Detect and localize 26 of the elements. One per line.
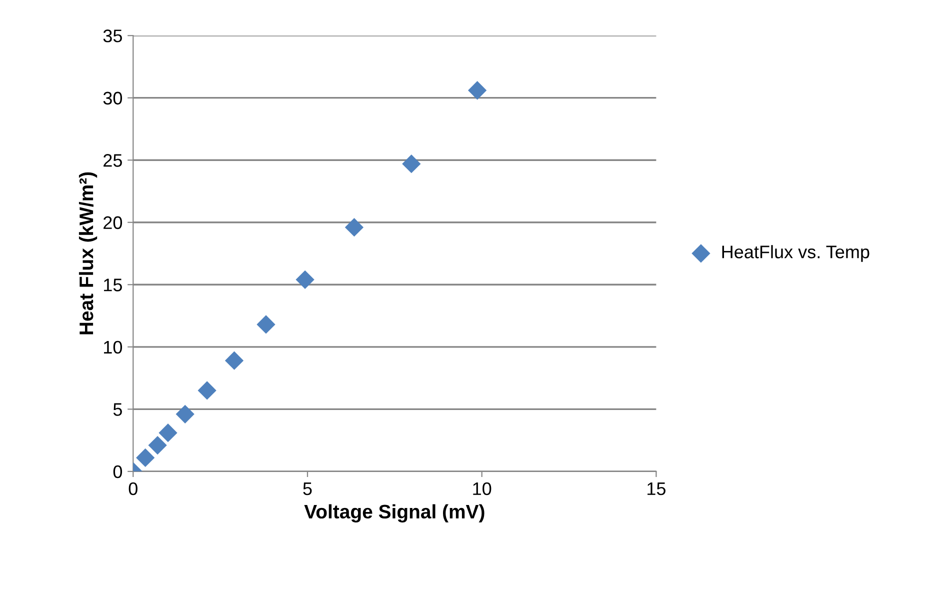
- y-tick-label: 30: [103, 92, 122, 105]
- y-tick-label: 35: [103, 30, 122, 42]
- point: [468, 81, 487, 100]
- x-tick-label: 0: [128, 482, 138, 496]
- x-tick-label: 15: [648, 482, 666, 496]
- point: [344, 218, 364, 237]
- point: [158, 424, 178, 442]
- y-axis-title: Heat Flux (kW/m²): [78, 172, 98, 334]
- point: [296, 270, 314, 289]
- y-tick-label: 15: [104, 278, 122, 292]
- point: [148, 436, 167, 455]
- x-axis-title: Voltage Signal (mV): [304, 504, 484, 522]
- point: [402, 154, 421, 174]
- point: [136, 448, 155, 468]
- y-tick-label: 20: [104, 216, 122, 230]
- y-tick-label: 25: [104, 154, 122, 167]
- y-tick-label: 10: [104, 340, 122, 354]
- point: [256, 315, 276, 334]
- y-tick-label: 0: [113, 465, 122, 478]
- x-tick-label: 10: [473, 482, 492, 496]
- point: [198, 381, 216, 400]
- point: [224, 351, 244, 370]
- legend-label: HeatFlux vs. Temp: [722, 245, 870, 262]
- point: [176, 404, 194, 424]
- x-tick-label: 5: [303, 482, 312, 496]
- y-tick-label: 5: [113, 403, 122, 416]
